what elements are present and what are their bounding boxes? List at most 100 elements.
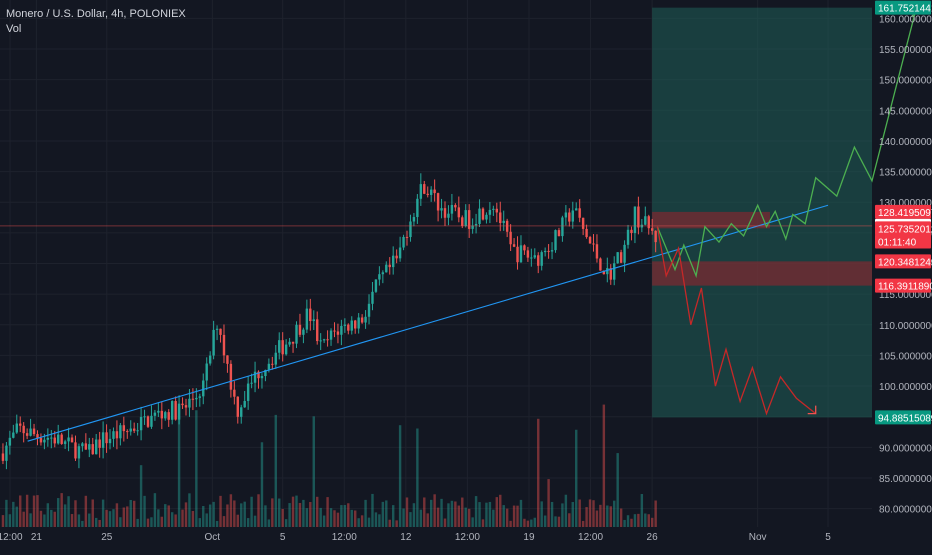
candle-body	[32, 428, 36, 435]
volume-bar	[630, 518, 633, 527]
volume-bar	[246, 518, 250, 527]
candle-body	[405, 236, 409, 238]
price-tick-label: 105.00000000	[879, 351, 932, 362]
volume-bar	[395, 520, 398, 527]
candle-body	[575, 208, 578, 211]
volume-bar	[523, 518, 526, 527]
chart-legend[interactable]: Monero / U.S. Dollar, 4h, POLONIEX Vol	[6, 7, 186, 37]
volume-label[interactable]: Vol	[6, 23, 22, 35]
candle-body	[564, 212, 568, 218]
candle-body	[568, 212, 571, 222]
candle-body	[98, 439, 101, 448]
volume-bar	[132, 500, 136, 527]
candle-body	[181, 403, 184, 406]
price-label-text: 120.34812492	[878, 257, 932, 268]
candle-body	[354, 320, 357, 329]
volume-bar	[426, 513, 429, 527]
time-tick-label: 19	[523, 532, 535, 543]
price-tick-label: 140.00000000	[879, 137, 932, 148]
candle-body	[278, 340, 281, 353]
candles	[1, 173, 657, 470]
candle-body	[240, 407, 243, 417]
candle-body	[350, 320, 353, 331]
candle-body	[257, 371, 260, 379]
candle-body	[160, 410, 164, 419]
trendline[interactable]	[27, 204, 829, 442]
candle-body	[599, 258, 602, 271]
candle-body	[177, 403, 181, 420]
volume-bar	[25, 494, 29, 527]
volume-bar	[388, 519, 391, 527]
volume-bar	[50, 509, 53, 527]
candle-body	[84, 443, 88, 450]
volume-bar	[57, 498, 60, 527]
candle-body	[112, 431, 115, 439]
candle-body	[202, 380, 205, 397]
candle-body	[378, 274, 381, 280]
candle-body	[50, 437, 53, 439]
candle-body	[22, 425, 25, 434]
price-tick-label: 100.00000000	[879, 382, 932, 393]
price-label-text: 01:11:40	[878, 237, 917, 248]
symbol-title[interactable]: Monero / U.S. Dollar, 4h, POLONIEX	[6, 8, 186, 20]
candle-body	[650, 228, 654, 231]
price-tick-label: 115.00000000	[879, 290, 932, 301]
candle-body	[588, 237, 592, 244]
candle-body	[526, 250, 530, 258]
volume-bar	[305, 508, 309, 527]
candle-body	[371, 291, 374, 304]
candle-body	[516, 246, 519, 263]
candle-body	[284, 344, 288, 355]
price-tick-label: 135.00000000	[879, 168, 932, 179]
candle-body	[429, 189, 433, 195]
candle-body	[229, 363, 233, 390]
volume-bar	[416, 428, 419, 527]
volume-bar	[219, 495, 222, 527]
volume-bar	[67, 496, 70, 527]
volume-bar	[122, 507, 126, 527]
volume-bar	[84, 495, 88, 527]
candle-body	[391, 255, 395, 268]
candle-body	[46, 437, 50, 440]
candle-body	[519, 245, 523, 263]
volume-bar	[257, 494, 260, 527]
volume-bar	[488, 501, 492, 527]
volume-bar	[236, 514, 240, 527]
volume-bar	[454, 501, 457, 527]
candle-body	[81, 443, 84, 447]
volume-bar	[60, 493, 63, 527]
volume-bar	[5, 499, 8, 527]
volume-bar	[32, 495, 36, 527]
candle-body	[57, 434, 60, 444]
volume-bar	[592, 500, 595, 527]
time-axis[interactable]: 12:00 21 25 Oct 5 12:00 12 12:00 19 12:00 26 Nov 5	[0, 532, 831, 543]
candle-body	[419, 184, 423, 199]
candle-body	[637, 206, 640, 228]
bearish-projection-path[interactable]	[656, 226, 817, 416]
price-label-badge	[875, 234, 931, 249]
candle-body	[322, 339, 326, 341]
volume-bar	[474, 496, 478, 527]
candle-body	[253, 371, 257, 383]
time-tick-label: 12	[400, 532, 412, 543]
volume-bar	[471, 517, 474, 527]
candle-body	[222, 334, 226, 356]
volume-bar	[22, 511, 25, 527]
candle-body	[606, 268, 609, 275]
volume-bar	[547, 479, 550, 527]
drawn-lines[interactable]	[0, 204, 872, 442]
candle-body	[454, 204, 457, 208]
volume-bar	[436, 507, 440, 527]
price-label-badge	[875, 254, 931, 269]
candle-body	[326, 339, 329, 341]
candle-body	[260, 376, 264, 379]
volume-bar	[568, 513, 571, 527]
bullish-projection-path[interactable]	[656, 9, 917, 279]
candle-body	[157, 410, 160, 413]
candle-body	[416, 198, 419, 218]
candle-body	[271, 363, 274, 365]
candle-body	[619, 252, 623, 263]
price-tick-label: 155.00000000	[879, 45, 932, 56]
